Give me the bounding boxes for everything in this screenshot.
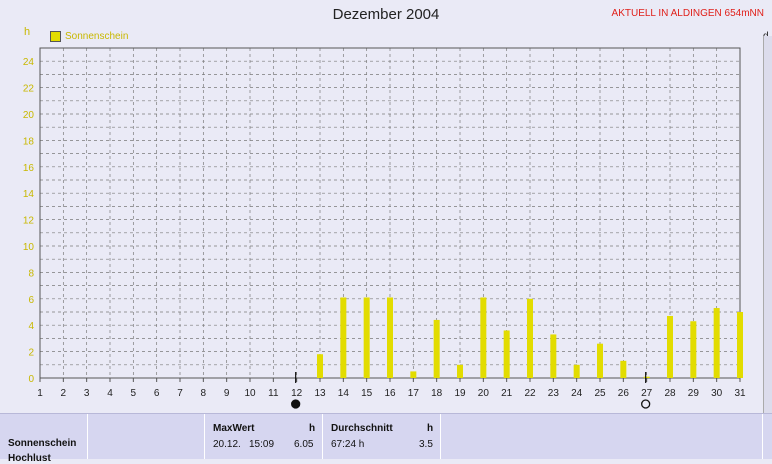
y-tick-label: 20 [23, 110, 35, 121]
stats-row-label-next: Hochlust [8, 453, 51, 464]
avg-unit: h [427, 423, 434, 434]
bar-sunshine [387, 297, 393, 378]
x-tick-label: 28 [664, 388, 676, 399]
bar-sunshine [667, 315, 673, 378]
avg-header: Durchschnitt [331, 423, 393, 434]
y-tick-label: 0 [28, 374, 34, 385]
x-tick-label: 23 [548, 388, 560, 399]
bar-sunshine [550, 334, 557, 378]
x-tick-label: 1 [37, 388, 43, 399]
x-tick-label: 18 [431, 388, 443, 399]
y-tick-label: 4 [28, 321, 34, 332]
x-tick-label: 2 [61, 388, 67, 399]
x-tick-label: 17 [408, 388, 420, 399]
x-tick-label: 4 [107, 388, 113, 399]
legend-swatch-sunshine [50, 31, 61, 42]
chart-title: Dezember 2004 [332, 6, 440, 23]
x-tick-label: 25 [594, 388, 606, 399]
max-header: MaxWert [213, 423, 255, 434]
y-tick-label: 6 [28, 295, 34, 306]
y-tick-label: 22 [23, 84, 35, 95]
x-tick-label: 30 [711, 388, 723, 399]
full-moon-icon [641, 399, 651, 409]
x-tick-label: 10 [244, 388, 256, 399]
bar-sunshine [503, 330, 510, 378]
legend: Sonnenschein [50, 31, 128, 42]
avg-total: 67:24 h [331, 439, 365, 450]
x-tick-label: 13 [314, 388, 326, 399]
y-tick-label: 16 [23, 163, 35, 174]
bar-sunshine [410, 371, 417, 378]
bar-sunshine [620, 360, 627, 378]
x-tick-label: 14 [338, 388, 350, 399]
bar-sunshine [480, 297, 487, 378]
x-tick-label: 15 [361, 388, 373, 399]
avg-value: 3.5 [419, 439, 433, 450]
x-tick-label: 11 [268, 388, 279, 399]
x-tick-label: 8 [201, 388, 207, 399]
x-tick-label: 26 [618, 388, 630, 399]
y-tick-label: 18 [23, 136, 35, 147]
x-tick-label: 5 [131, 388, 137, 399]
stats-rest-cell [441, 414, 763, 459]
new-moon-icon [291, 399, 301, 409]
y-tick-label: 10 [23, 242, 35, 253]
bar-sunshine [457, 364, 463, 378]
right-scrollbar[interactable] [763, 36, 772, 413]
x-tick-label: 20 [478, 388, 490, 399]
bar-sunshine [527, 298, 533, 378]
x-tick-label: 19 [454, 388, 466, 399]
max-time: 15:09 [249, 439, 275, 450]
legend-label-sunshine: Sonnenschein [65, 31, 129, 42]
x-tick-label: 21 [501, 388, 513, 399]
bar-sunshine [690, 321, 697, 378]
y-tick-label: 14 [23, 189, 35, 200]
x-tick-label: 27 [641, 388, 653, 399]
y-tick-label: 2 [28, 348, 34, 359]
x-tick-label: 24 [571, 388, 583, 399]
x-tick-label: 16 [384, 388, 396, 399]
x-tick-label: 3 [84, 388, 90, 399]
max-date: 20.12. [213, 439, 241, 450]
bar-sunshine [363, 297, 370, 378]
bar-sunshine [597, 343, 603, 378]
x-tick-label: 6 [154, 388, 160, 399]
x-tick-label: 29 [688, 388, 700, 399]
y-tick-label: 8 [28, 268, 34, 279]
x-tick-label: 22 [524, 388, 536, 399]
stats-empty-cell [88, 414, 205, 459]
x-tick-label: 9 [224, 388, 230, 399]
stats-label-cell: Sonnenschein Hochlust [0, 414, 88, 464]
bar-sunshine [737, 312, 743, 378]
x-tick-label: 7 [177, 388, 183, 399]
max-unit: h [309, 423, 316, 434]
y-tick-label: 24 [23, 57, 35, 68]
stats-row-label: Sonnenschein [8, 438, 77, 449]
bar-sunshine [317, 354, 323, 378]
y-axis-unit: h [24, 26, 31, 38]
bar-sunshine [643, 376, 650, 378]
stats-avg-cell: Durchschnitt h 67:24 h 3.5 [323, 414, 441, 459]
bar-sunshine [573, 364, 580, 378]
y-tick-label: 12 [23, 216, 35, 227]
max-value: 6.05 [294, 439, 314, 450]
bar-sunshine [433, 319, 440, 378]
station-label[interactable]: AKTUELL IN ALDINGEN 654mNN [611, 8, 764, 19]
x-tick-label: 31 [734, 388, 746, 399]
stats-panel: Sonnenschein Hochlust MaxWert h 20.12. 1… [0, 413, 772, 464]
bar-sunshine [340, 297, 347, 378]
x-tick-label: 12 [291, 388, 303, 399]
bar-sunshine [713, 308, 720, 378]
stats-max-cell: MaxWert h 20.12. 15:09 6.05 [205, 414, 323, 459]
